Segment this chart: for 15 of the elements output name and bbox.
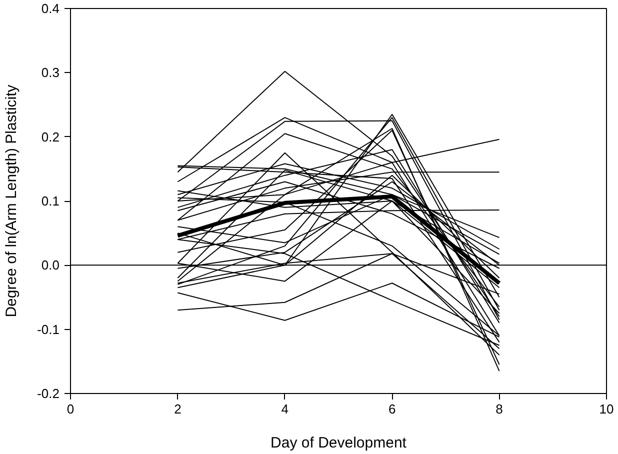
x-tick-label: 4: [281, 402, 289, 416]
y-axis-title: Degree of ln(Arm Length) Plasticity: [3, 84, 20, 318]
x-tick-label: 8: [496, 402, 503, 416]
y-tick-label: -0.1: [37, 322, 60, 337]
x-axis-title: Day of Development: [270, 434, 408, 452]
x-tick-label: 2: [174, 402, 182, 416]
x-tick-label: 6: [388, 402, 396, 416]
y-tick-label: -0.2: [37, 386, 60, 401]
y-tick-label: 0.0: [41, 258, 60, 273]
y-tick-label: 0.1: [41, 194, 60, 208]
y-tick-label: 0.3: [41, 65, 60, 80]
y-tick-label: 0.2: [41, 129, 60, 144]
y-tick-label: 0.4: [41, 1, 60, 16]
x-tick-label: 10: [599, 402, 614, 416]
x-tick-label: 0: [66, 402, 74, 416]
